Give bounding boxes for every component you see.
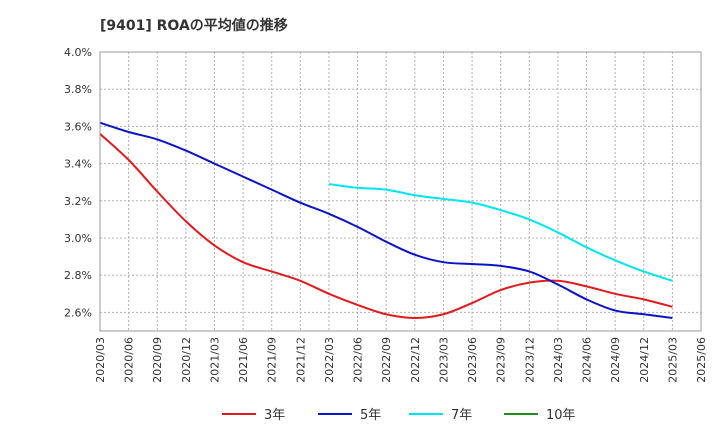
x-tick-label: 2024/06 bbox=[581, 337, 594, 383]
x-tick-label: 2023/12 bbox=[523, 337, 536, 383]
x-tick-label: 2022/12 bbox=[409, 337, 422, 383]
x-tick-label: 2021/12 bbox=[294, 337, 307, 383]
x-tick-label: 2020/12 bbox=[180, 337, 193, 383]
x-tick-label: 2020/09 bbox=[151, 337, 164, 383]
legend-label: 5年 bbox=[360, 408, 381, 423]
x-tick-label: 2022/09 bbox=[380, 337, 393, 383]
series-line-5年 bbox=[99, 121, 673, 319]
x-tick-label: 2024/03 bbox=[552, 337, 565, 383]
legend-label: 10年 bbox=[546, 408, 576, 423]
x-tick-label: 2022/03 bbox=[323, 337, 336, 383]
legend: 3年 5年 7年 10年 bbox=[222, 408, 576, 423]
x-tick-label: 2023/09 bbox=[495, 337, 508, 383]
y-tick-label: 3.4% bbox=[64, 158, 92, 171]
series-line-3年 bbox=[99, 133, 673, 319]
y-tick-label: 2.6% bbox=[64, 306, 92, 319]
plot-frame bbox=[99, 51, 702, 332]
x-tick-label: 2020/03 bbox=[94, 337, 107, 383]
legend-label: 7年 bbox=[451, 408, 472, 423]
y-tick-label: 4.0% bbox=[64, 46, 92, 59]
y-tick-label: 3.6% bbox=[64, 120, 92, 133]
x-tick-label: 2023/03 bbox=[437, 337, 450, 383]
y-tick-label: 3.0% bbox=[64, 232, 92, 245]
x-tick-label: 2022/06 bbox=[352, 337, 365, 383]
x-tick-label: 2025/06 bbox=[695, 337, 708, 383]
x-tick-label: 2021/09 bbox=[266, 337, 279, 383]
series-line-7年 bbox=[328, 183, 673, 282]
legend-label: 3年 bbox=[264, 408, 285, 423]
series-lines bbox=[99, 121, 673, 319]
x-tick-label: 2024/12 bbox=[638, 337, 651, 383]
x-axis: 2020/03 2020/06 2020/09 2020/12 2021/03 2021/… bbox=[94, 337, 708, 383]
x-tick-label: 2025/03 bbox=[666, 337, 679, 383]
y-tick-label: 3.2% bbox=[64, 195, 92, 208]
y-axis: 2.6% 2.8% 3.0% 3.2% 3.4% 3.6% 3.8% 4.0% bbox=[64, 46, 92, 319]
y-tick-label: 2.8% bbox=[64, 269, 92, 282]
x-tick-label: 2021/03 bbox=[208, 337, 221, 383]
x-tick-label: 2021/06 bbox=[237, 337, 250, 383]
x-tick-label: 2024/09 bbox=[609, 337, 622, 383]
chart-title: [9401] ROAの平均値の推移 bbox=[100, 17, 288, 34]
y-tick-label: 3.8% bbox=[64, 83, 92, 96]
x-tick-label: 2023/06 bbox=[466, 337, 479, 383]
x-tick-label: 2020/06 bbox=[123, 337, 136, 383]
